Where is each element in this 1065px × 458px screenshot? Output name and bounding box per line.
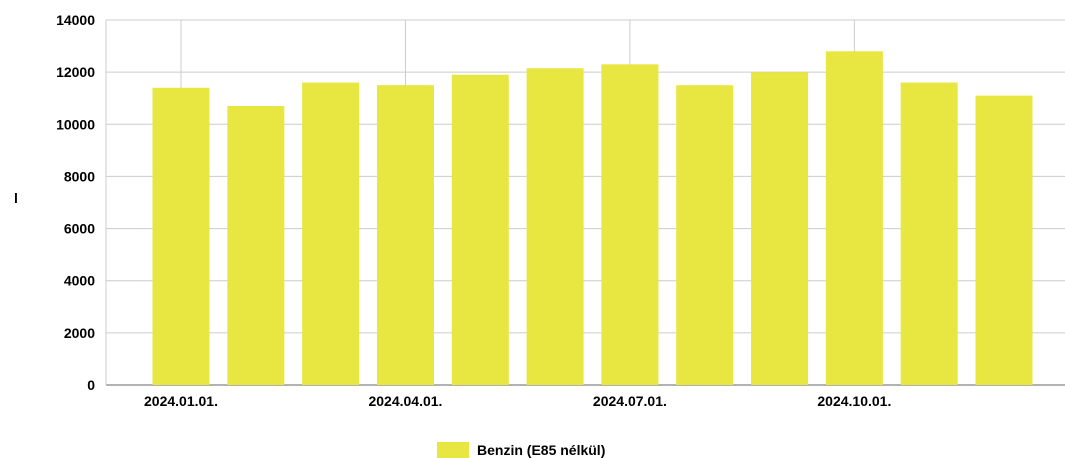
bar [975, 95, 1033, 385]
bar [601, 64, 659, 386]
bar [376, 85, 434, 385]
bar [825, 51, 883, 386]
y-tick-label: 2000 [64, 325, 95, 341]
bar [900, 82, 958, 386]
bar [526, 68, 584, 385]
x-tick-label: 2024.04.01. [368, 393, 442, 409]
y-tick-label: 14000 [56, 12, 95, 28]
y-tick-label: 8000 [64, 168, 95, 184]
x-tick-label: 2024.07.01. [593, 393, 667, 409]
legend: Benzin (E85 nélkül) [437, 442, 605, 458]
y-tick-label: 4000 [64, 273, 95, 289]
bar [302, 82, 360, 386]
x-axis-ticks: 2024.01.01. 2024.04.01. 2024.07.01. 2024.10… [144, 393, 891, 409]
bar [751, 72, 809, 386]
x-tick-label: 2024.10.01. [817, 393, 891, 409]
bar [451, 74, 509, 385]
legend-label: Benzin (E85 nélkül) [477, 442, 606, 458]
bar [152, 87, 210, 386]
y-axis-title: l [14, 190, 18, 206]
y-axis-ticks: 0 2000 4000 6000 8000 10000 12000 14000 [56, 12, 95, 393]
y-tick-label: 0 [87, 377, 95, 393]
y-tick-label: 6000 [64, 221, 95, 237]
legend-swatch [437, 442, 469, 458]
bar-chart: 0 2000 4000 6000 8000 10000 12000 14000 2024.01… [14, 12, 1065, 409]
y-tick-label: 10000 [56, 116, 95, 132]
bar [676, 85, 734, 385]
bar [227, 106, 285, 386]
x-tick-label: 2024.01.01. [144, 393, 218, 409]
y-tick-label: 12000 [56, 64, 95, 80]
bars [152, 51, 1033, 386]
